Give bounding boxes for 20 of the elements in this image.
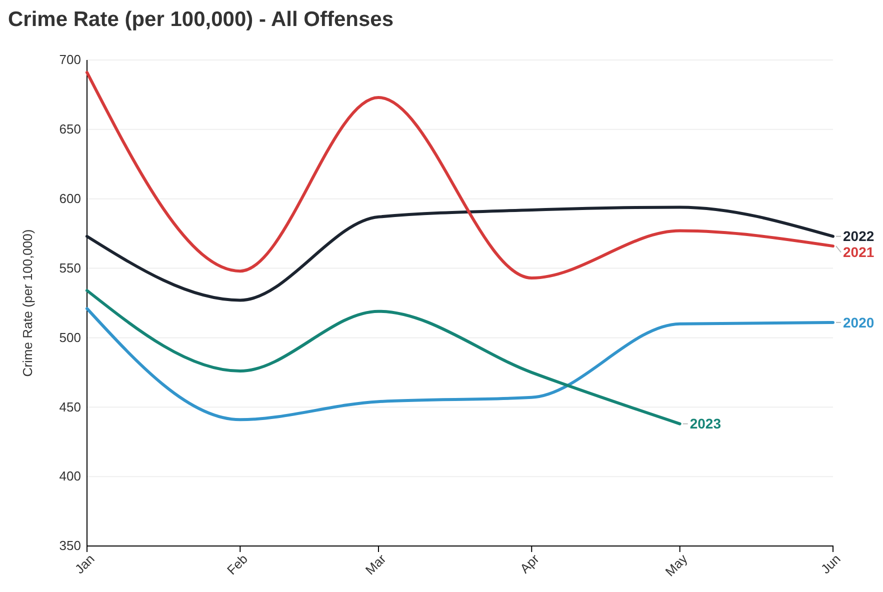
y-axis-title: Crime Rate (per 100,000) [20,229,35,377]
y-tick-label: 500 [59,330,81,345]
x-tick-label: Jan [72,551,98,577]
y-tick-label: 550 [59,260,81,276]
x-tick-label: Jun [818,551,844,577]
series-label: 2021 [843,244,874,260]
y-tick-label: 400 [59,468,81,484]
x-tick-label: Mar [362,550,390,578]
y-tick-label: 700 [59,52,81,68]
series-label: 2020 [843,314,874,330]
y-tick-label: 450 [59,399,81,414]
x-tick-label: May [662,550,691,580]
series-label: 2022 [843,228,874,244]
x-tick-label: Apr [517,550,542,576]
chart-title: Crime Rate (per 100,000) - All Offenses [8,8,394,31]
y-tick-label: 600 [59,191,81,206]
y-tick-label: 350 [59,538,81,554]
y-tick-label: 650 [59,122,81,137]
series-label: 2023 [690,416,722,432]
x-tick-label: Feb [224,551,250,578]
